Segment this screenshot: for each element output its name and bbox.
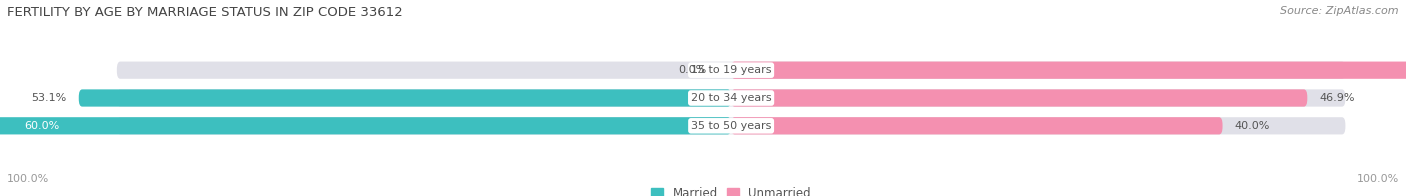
- Text: 20 to 34 years: 20 to 34 years: [690, 93, 772, 103]
- Text: 100.0%: 100.0%: [7, 174, 49, 184]
- Text: 46.9%: 46.9%: [1320, 93, 1355, 103]
- Text: 40.0%: 40.0%: [1234, 121, 1270, 131]
- Text: 53.1%: 53.1%: [31, 93, 66, 103]
- FancyBboxPatch shape: [731, 62, 1406, 79]
- Text: 0.0%: 0.0%: [678, 65, 707, 75]
- Text: 100.0%: 100.0%: [1357, 174, 1399, 184]
- FancyBboxPatch shape: [731, 117, 1223, 134]
- Text: FERTILITY BY AGE BY MARRIAGE STATUS IN ZIP CODE 33612: FERTILITY BY AGE BY MARRIAGE STATUS IN Z…: [7, 6, 402, 19]
- FancyBboxPatch shape: [79, 89, 731, 107]
- FancyBboxPatch shape: [0, 117, 731, 134]
- FancyBboxPatch shape: [117, 62, 1346, 79]
- Legend: Married, Unmarried: Married, Unmarried: [651, 187, 811, 196]
- Text: 15 to 19 years: 15 to 19 years: [690, 65, 772, 75]
- Text: 35 to 50 years: 35 to 50 years: [690, 121, 772, 131]
- FancyBboxPatch shape: [117, 89, 1346, 107]
- FancyBboxPatch shape: [117, 117, 1346, 134]
- Text: 60.0%: 60.0%: [25, 121, 60, 131]
- Text: Source: ZipAtlas.com: Source: ZipAtlas.com: [1281, 6, 1399, 16]
- FancyBboxPatch shape: [731, 89, 1308, 107]
